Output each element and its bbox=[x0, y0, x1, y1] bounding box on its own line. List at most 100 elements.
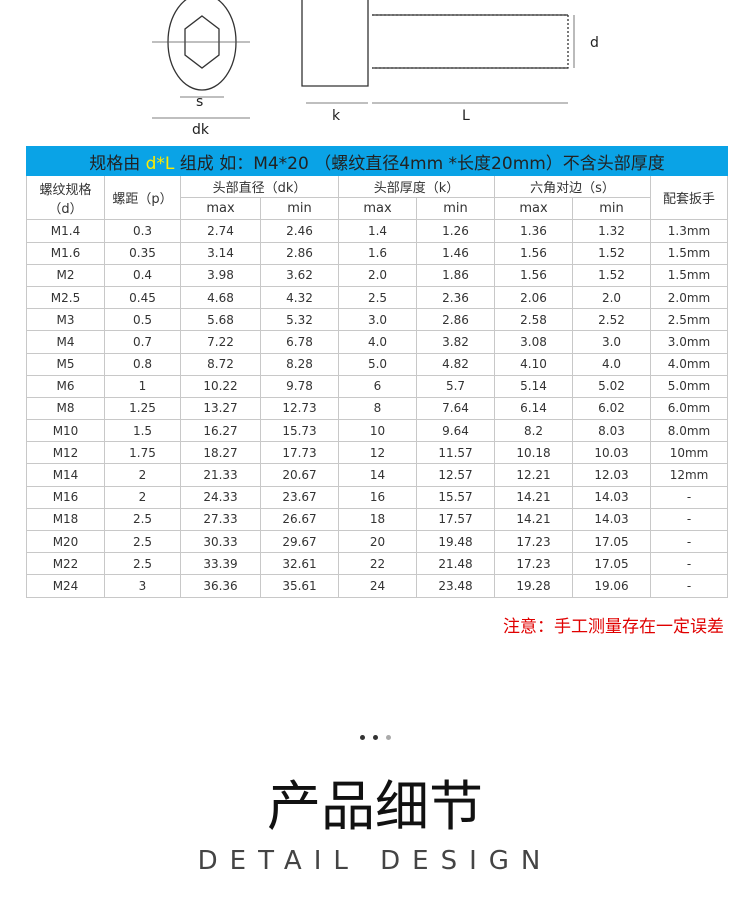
table-cell: 2.52 bbox=[572, 308, 651, 332]
table-cell: 14.21 bbox=[494, 507, 573, 532]
section-title: 产品细节 bbox=[267, 775, 483, 838]
table-row: M20 2.5 30.33 29.67 20 19.48 17.23 17.05- bbox=[26, 529, 729, 554]
table-cell: 12.73 bbox=[260, 396, 339, 421]
table-row: M3 0.5 5.68 5.32 3.0 2.86 2.58 2.52 2.5mm bbox=[26, 308, 729, 332]
label-dk: dk bbox=[192, 122, 210, 138]
table-cell: 30.33 bbox=[180, 529, 261, 554]
table-cell: M10 bbox=[26, 419, 105, 443]
table-cell: 11.57 bbox=[416, 441, 495, 465]
table-cell: 6.78 bbox=[260, 330, 339, 354]
table-cell: 13.27 bbox=[180, 396, 261, 421]
table-cell: 7.64 bbox=[416, 396, 495, 421]
header-d: 螺纹规格（d） bbox=[26, 174, 105, 221]
table-cell: 23.48 bbox=[416, 574, 495, 598]
table-cell: 1.3mm bbox=[649, 219, 729, 243]
table-cell: 0.5 bbox=[104, 308, 181, 332]
header-min: min bbox=[572, 197, 651, 221]
table-cell: 0.35 bbox=[104, 241, 181, 265]
table-row: M1.6 0.35 3.14 2.86 1.6 1.46 1.56 1.52 1.5mm bbox=[26, 241, 729, 265]
table-cell: 2.5 bbox=[104, 507, 181, 532]
table-cell: 1.46 bbox=[416, 241, 495, 265]
table-cell: M8 bbox=[26, 396, 105, 421]
table-cell: 1.86 bbox=[416, 263, 495, 287]
table-cell: 19.48 bbox=[416, 529, 495, 554]
screw-diagram: s dk k L d bbox=[152, 0, 599, 138]
table-cell: M5 bbox=[26, 352, 105, 376]
table-cell: 2.0mm bbox=[649, 285, 729, 310]
table-cell: 17.23 bbox=[494, 552, 573, 576]
table-cell: 1.52 bbox=[572, 241, 651, 265]
table-row: M12 1.75 18.27 17.73 12 11.57 10.18 10.03 10mm bbox=[26, 441, 729, 465]
table-cell: 1.26 bbox=[416, 219, 495, 243]
table-row: M24 3 36.36 35.61 24 23.48 19.28 19.06- bbox=[26, 574, 729, 598]
table-cell: 16 bbox=[338, 485, 417, 509]
table-cell: 5.0 bbox=[338, 352, 417, 376]
table-cell: 2 bbox=[104, 485, 181, 509]
table-cell: 8.03 bbox=[572, 419, 651, 443]
header-max: max bbox=[180, 197, 261, 221]
table-row: M6 1 10.22 9.78 6 5.7 5.14 5.02 5.0mm bbox=[26, 374, 729, 398]
table-cell: 5.32 bbox=[260, 308, 339, 332]
table-cell: 1.36 bbox=[494, 219, 573, 243]
table-cell: M6 bbox=[26, 374, 105, 398]
table-cell: 24.33 bbox=[180, 485, 261, 509]
table-cell: - bbox=[649, 507, 729, 532]
table-row: M5 0.8 8.72 8.28 5.0 4.82 4.10 4.0 4.0mm bbox=[26, 352, 729, 376]
table-cell: 6.0mm bbox=[649, 396, 729, 421]
table-cell: 3.82 bbox=[416, 330, 495, 354]
table-cell: 23.67 bbox=[260, 485, 339, 509]
table-row: M4 0.7 7.22 6.78 4.0 3.82 3.08 3.0 3.0mm bbox=[26, 330, 729, 354]
header-dk: 头部直径（dk） bbox=[180, 174, 339, 199]
table-cell: 2.5 bbox=[338, 285, 417, 310]
table-cell: 27.33 bbox=[180, 507, 261, 532]
header-p: 螺距（p） bbox=[104, 174, 181, 221]
table-cell: 12mm bbox=[649, 463, 729, 487]
table-row: M2.5 0.45 4.68 4.32 2.5 2.36 2.06 2.0 2.0mm bbox=[26, 285, 729, 310]
table-cell: M16 bbox=[26, 485, 105, 509]
table-cell: 1 bbox=[104, 374, 181, 398]
table-cell: 5.68 bbox=[180, 308, 261, 332]
table-cell: 10.18 bbox=[494, 441, 573, 465]
table-cell: 14.21 bbox=[494, 485, 573, 509]
section-dots bbox=[360, 735, 391, 740]
table-row: M8 1.25 13.27 12.73 8 7.64 6.14 6.02 6.0mm bbox=[26, 396, 729, 421]
spec-table: 规格由 d*L 组成 如：M4*20 （螺纹直径4mm *长度20mm）不含头部… bbox=[25, 146, 729, 598]
table-cell: - bbox=[649, 529, 729, 554]
table-cell: 1.52 bbox=[572, 263, 651, 287]
table-cell: 22 bbox=[338, 552, 417, 576]
label-d: d bbox=[590, 35, 599, 51]
table-cell: 0.3 bbox=[104, 219, 181, 243]
table-row: M14 2 21.33 20.67 14 12.57 12.21 12.03 12mm bbox=[26, 463, 729, 487]
table-cell: 17.57 bbox=[416, 507, 495, 532]
table-cell: 6.14 bbox=[494, 396, 573, 421]
table-cell: M22 bbox=[26, 552, 105, 576]
table-cell: M1.4 bbox=[26, 219, 105, 243]
table-row: M22 2.5 33.39 32.61 22 21.48 17.23 17.05- bbox=[26, 552, 729, 576]
table-cell: - bbox=[649, 552, 729, 576]
table-cell: 12.21 bbox=[494, 463, 573, 487]
table-cell: 2.86 bbox=[416, 308, 495, 332]
table-row: M1.4 0.3 2.74 2.46 1.4 1.26 1.36 1.32 1.3mm bbox=[26, 219, 729, 243]
header-max: max bbox=[338, 197, 417, 221]
table-cell: 8.28 bbox=[260, 352, 339, 376]
table-cell: 32.61 bbox=[260, 552, 339, 576]
table-cell: 14.03 bbox=[572, 485, 651, 509]
table-cell: 3.0 bbox=[572, 330, 651, 354]
table-cell: 3.62 bbox=[260, 263, 339, 287]
table-cell: 2.74 bbox=[180, 219, 261, 243]
table-cell: 17.05 bbox=[572, 529, 651, 554]
table-cell: 3.14 bbox=[180, 241, 261, 265]
table-cell: 2 bbox=[104, 463, 181, 487]
table-cell: 12.57 bbox=[416, 463, 495, 487]
table-cell: 2.5mm bbox=[649, 308, 729, 332]
table-cell: 6 bbox=[338, 374, 417, 398]
table-cell: 4.0mm bbox=[649, 352, 729, 376]
table-cell: 26.67 bbox=[260, 507, 339, 532]
table-cell: 4.0 bbox=[572, 352, 651, 376]
table-row: M16 2 24.33 23.67 16 15.57 14.21 14.03- bbox=[26, 485, 729, 509]
label-s: s bbox=[196, 94, 203, 110]
table-cell: 4.32 bbox=[260, 285, 339, 310]
table-cell: 17.05 bbox=[572, 552, 651, 576]
table-cell: 1.5mm bbox=[649, 241, 729, 265]
table-cell: 4.10 bbox=[494, 352, 573, 376]
